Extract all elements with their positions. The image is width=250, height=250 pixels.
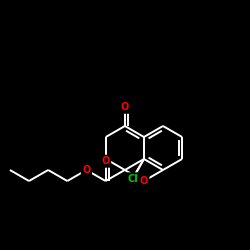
Text: O: O [102, 156, 110, 166]
Text: O: O [121, 102, 129, 112]
Text: O: O [140, 176, 148, 186]
Text: O: O [82, 165, 90, 175]
Text: Cl: Cl [128, 174, 138, 184]
